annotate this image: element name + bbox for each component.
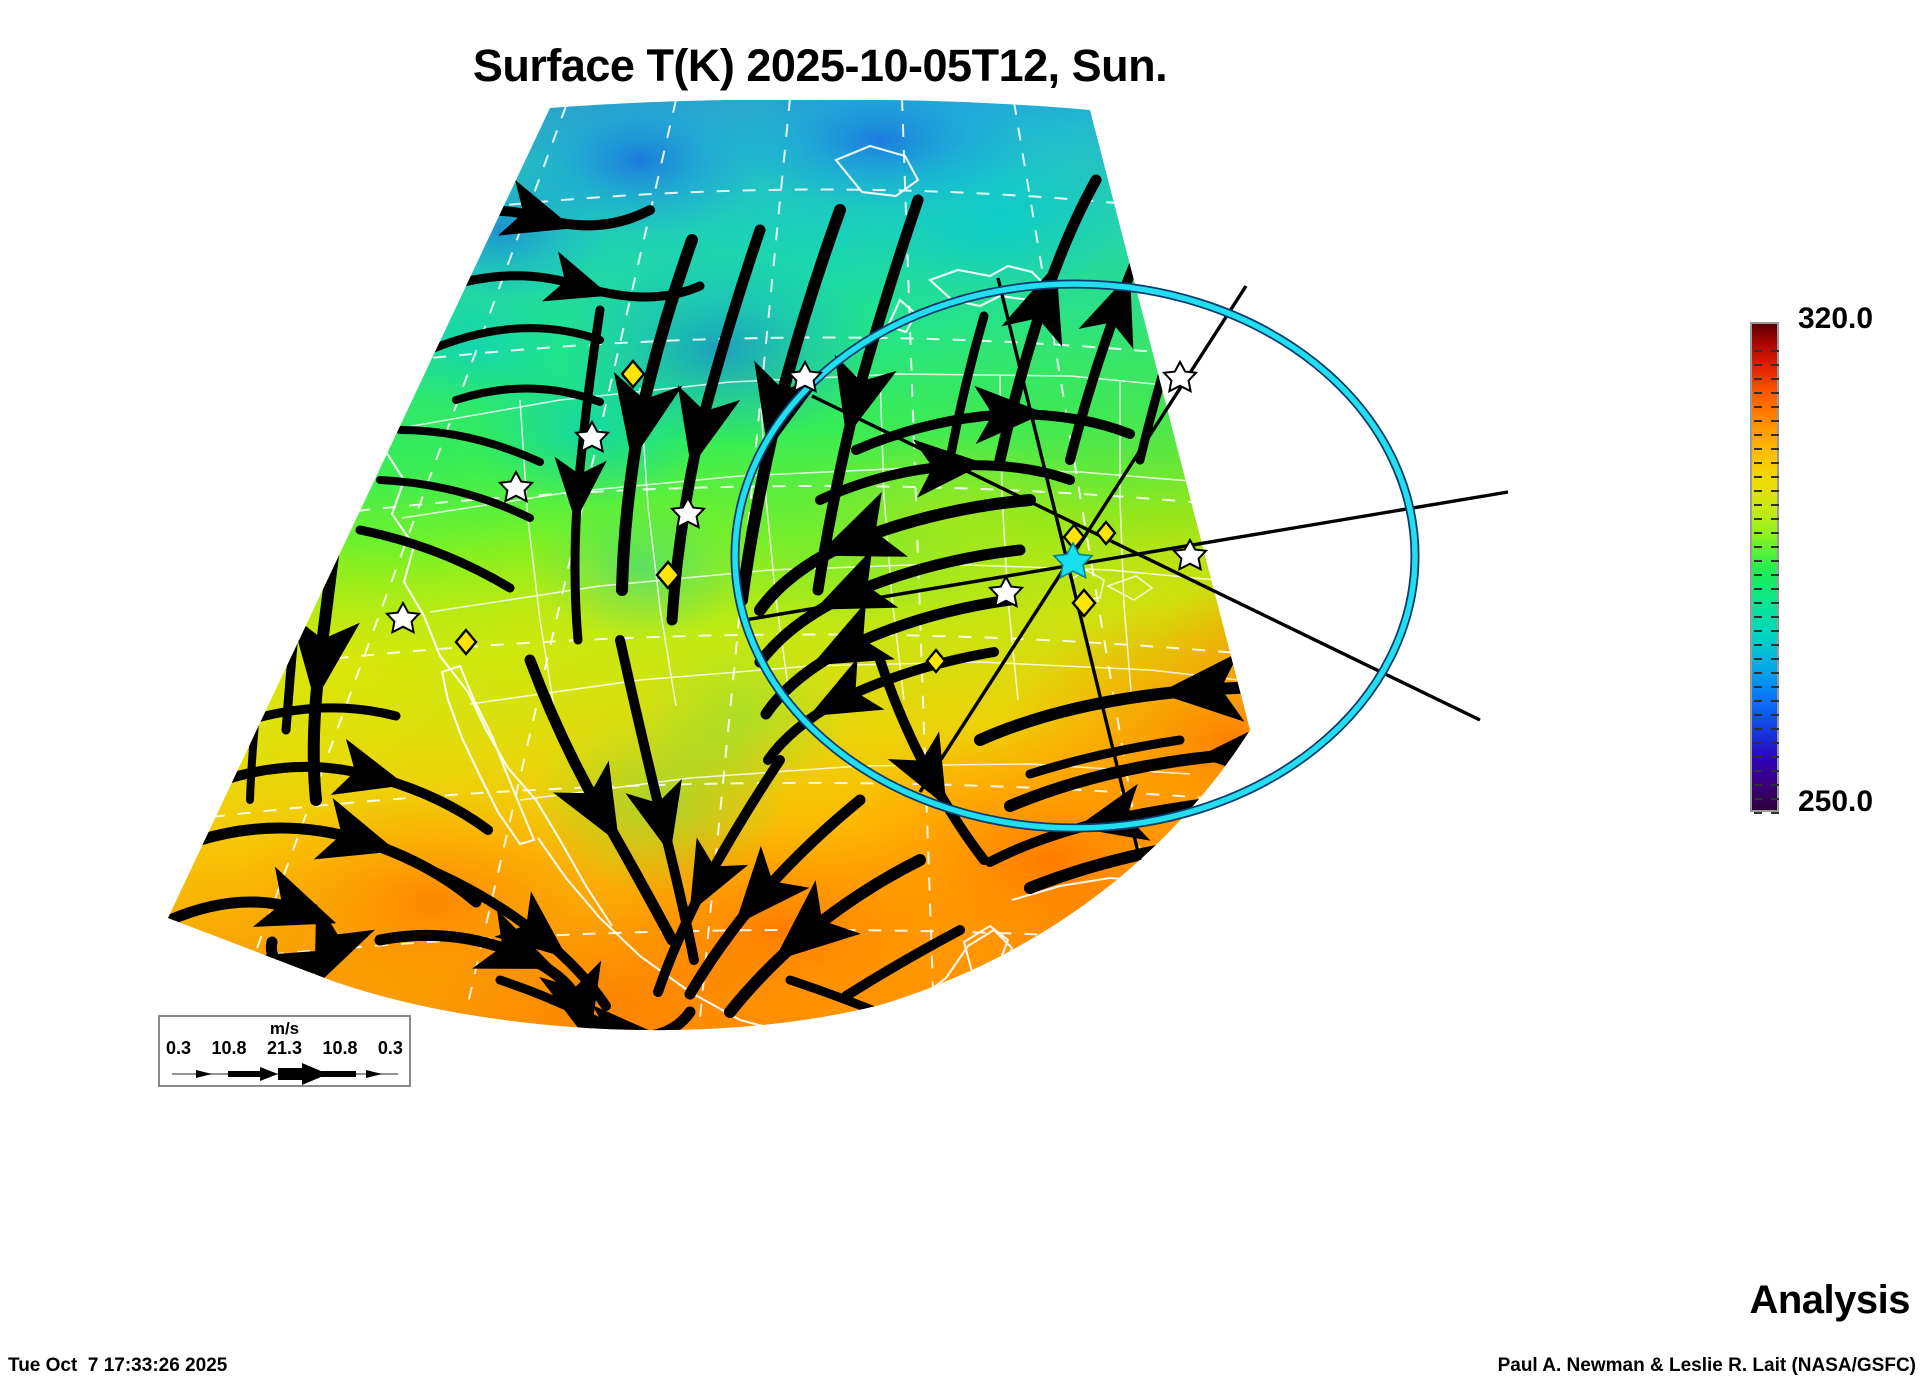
colorbar-tick bbox=[1754, 728, 1762, 730]
colorbar-tick bbox=[1771, 448, 1779, 450]
colorbar-tick bbox=[1754, 784, 1762, 786]
colorbar-tick bbox=[1771, 574, 1779, 576]
colorbar-tick bbox=[1754, 658, 1762, 660]
colorbar-tick bbox=[1754, 434, 1762, 436]
colorbar-tick bbox=[1771, 742, 1779, 744]
colorbar-tick bbox=[1771, 434, 1779, 436]
colorbar-tick bbox=[1754, 616, 1762, 618]
colorbar-tick bbox=[1754, 560, 1762, 562]
colorbar-tick bbox=[1771, 700, 1779, 702]
colorbar-tick bbox=[1771, 476, 1779, 478]
colorbar-tick bbox=[1771, 378, 1779, 380]
colorbar-tick bbox=[1771, 812, 1779, 814]
colorbar-tick bbox=[1771, 798, 1779, 800]
wind-legend-value-4: 0.3 bbox=[377, 1038, 403, 1058]
colorbar-ticks bbox=[1752, 336, 1781, 826]
colorbar-tick bbox=[1771, 728, 1779, 730]
colorbar-tick bbox=[1771, 350, 1779, 352]
colorbar-tick bbox=[1771, 616, 1779, 618]
colorbar-tick bbox=[1754, 350, 1762, 352]
colorbar-min-label: 250.0 bbox=[1798, 785, 1874, 818]
colorbar-gradient bbox=[1750, 322, 1779, 814]
colorbar-tick bbox=[1771, 714, 1779, 716]
colorbar-tick bbox=[1754, 644, 1762, 646]
colorbar-tick bbox=[1754, 686, 1762, 688]
colorbar-tick bbox=[1771, 686, 1779, 688]
colorbar-tick bbox=[1754, 574, 1762, 576]
colorbar-tick bbox=[1754, 462, 1762, 464]
colorbar-tick bbox=[1754, 798, 1762, 800]
colorbar-tick bbox=[1754, 448, 1762, 450]
colorbar-tick bbox=[1771, 392, 1779, 394]
colorbar-tick bbox=[1754, 378, 1762, 380]
colorbar-max-label: 320.0 bbox=[1798, 302, 1874, 335]
colorbar-tick bbox=[1754, 812, 1762, 814]
colorbar: 320.0 250.0 bbox=[1750, 302, 1926, 830]
colorbar-tick bbox=[1754, 476, 1762, 478]
colorbar-tick bbox=[1771, 588, 1779, 590]
colorbar-tick bbox=[1771, 546, 1779, 548]
colorbar-tick bbox=[1771, 784, 1779, 786]
colorbar-tick bbox=[1771, 756, 1779, 758]
colorbar-tick bbox=[1771, 518, 1779, 520]
wind-legend-unit-label: m/s bbox=[269, 1019, 300, 1038]
colorbar-tick bbox=[1754, 700, 1762, 702]
map-panel[interactable] bbox=[0, 100, 1640, 1050]
colorbar-tick bbox=[1771, 532, 1779, 534]
generation-timestamp: Tue Oct 7 17:33:26 2025 bbox=[8, 1355, 228, 1376]
colorbar-tick bbox=[1754, 770, 1762, 772]
station-markers-layer[interactable] bbox=[384, 359, 1209, 674]
colorbar-tick bbox=[1754, 532, 1762, 534]
colorbar-tick bbox=[1754, 588, 1762, 590]
colorbar-tick bbox=[1754, 406, 1762, 408]
colorbar-tick bbox=[1771, 490, 1779, 492]
colorbar-tick bbox=[1771, 364, 1779, 366]
author-credits: Paul A. Newman & Leslie R. Lait (NASA/GS… bbox=[1497, 1355, 1916, 1376]
colorbar-tick bbox=[1754, 756, 1762, 758]
colorbar-tick bbox=[1754, 714, 1762, 716]
wind-legend-value-row: 0.3 10.8 21.3 10.8 0.3 bbox=[166, 1038, 403, 1059]
wind-legend-value-2: 21.3 bbox=[266, 1038, 302, 1058]
colorbar-tick bbox=[1771, 462, 1779, 464]
colorbar-tick bbox=[1771, 602, 1779, 604]
white-star-marker bbox=[384, 359, 1209, 635]
colorbar-tick bbox=[1754, 602, 1762, 604]
wind-speed-legend: m/s 0.3 10.8 21.3 10.8 0.3 bbox=[158, 1015, 411, 1087]
page-title: Surface T(K) 2025-10-05T12, Sun. bbox=[472, 40, 1168, 91]
colorbar-tick bbox=[1771, 504, 1779, 506]
wind-legend-arrow-scale bbox=[172, 1063, 398, 1085]
colorbar-tick bbox=[1771, 658, 1779, 660]
cyan-base-star-marker bbox=[1052, 541, 1094, 580]
colorbar-tick bbox=[1754, 546, 1762, 548]
colorbar-tick bbox=[1771, 770, 1779, 772]
colorbar-tick bbox=[1754, 420, 1762, 422]
wind-legend-value-1: 10.8 bbox=[211, 1038, 247, 1058]
colorbar-tick bbox=[1771, 560, 1779, 562]
colorbar-tick bbox=[1754, 672, 1762, 674]
colorbar-tick bbox=[1754, 392, 1762, 394]
wind-legend-value-0: 0.3 bbox=[166, 1038, 192, 1058]
colorbar-tick bbox=[1771, 630, 1779, 632]
colorbar-tick bbox=[1754, 742, 1762, 744]
colorbar-tick bbox=[1754, 364, 1762, 366]
colorbar-tick bbox=[1771, 406, 1779, 408]
colorbar-tick bbox=[1754, 518, 1762, 520]
colorbar-tick bbox=[1754, 630, 1762, 632]
colorbar-tick bbox=[1754, 504, 1762, 506]
analysis-label: Analysis bbox=[1749, 1278, 1910, 1322]
wind-streamlines-layer bbox=[168, 174, 1250, 1031]
colorbar-tick bbox=[1771, 420, 1779, 422]
colorbar-tick bbox=[1771, 672, 1779, 674]
colorbar-tick bbox=[1771, 644, 1779, 646]
colorbar-tick bbox=[1754, 490, 1762, 492]
wind-legend-value-3: 10.8 bbox=[322, 1038, 358, 1058]
